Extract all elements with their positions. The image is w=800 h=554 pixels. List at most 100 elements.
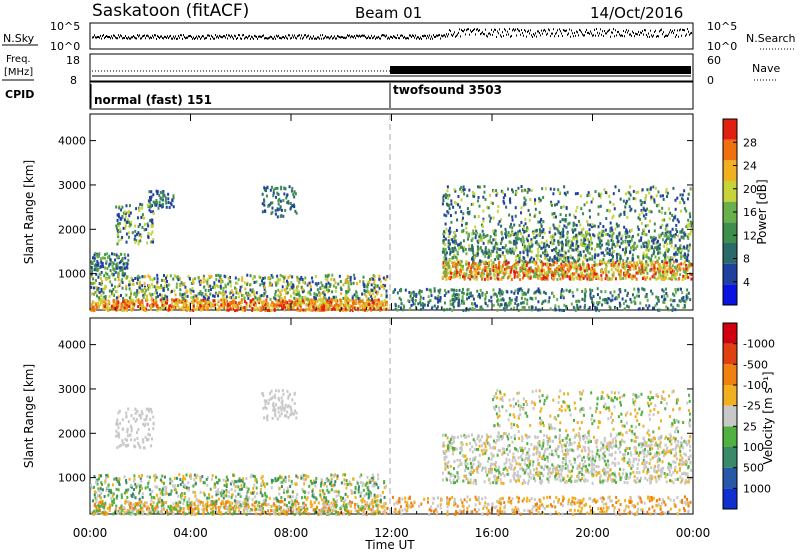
radar-cell bbox=[402, 308, 405, 312]
radar-cell bbox=[576, 245, 579, 249]
nsky-point bbox=[488, 32, 489, 35]
radar-cell bbox=[310, 298, 313, 302]
radar-cell bbox=[456, 250, 459, 254]
radar-cell bbox=[649, 269, 652, 273]
radar-cell bbox=[578, 275, 581, 279]
radar-cell bbox=[471, 245, 474, 249]
nsky-point bbox=[497, 30, 498, 33]
radar-cell bbox=[209, 292, 212, 296]
nsky-point bbox=[151, 36, 152, 39]
radar-cell bbox=[659, 266, 662, 270]
radar-cell bbox=[571, 256, 574, 260]
radar-cell bbox=[460, 245, 463, 249]
radar-cell bbox=[584, 238, 587, 242]
radar-cell bbox=[116, 264, 119, 268]
radar-cell bbox=[600, 239, 603, 243]
nsky-point bbox=[622, 34, 623, 37]
nsky-point bbox=[507, 30, 508, 33]
radar-cell bbox=[93, 292, 96, 296]
radar-cell bbox=[557, 265, 560, 269]
radar-cell bbox=[541, 302, 544, 306]
radar-cell bbox=[230, 289, 233, 293]
nsky-point bbox=[379, 37, 380, 40]
radar-cell bbox=[351, 295, 354, 299]
radar-cell bbox=[282, 304, 285, 308]
radar-cell bbox=[560, 230, 563, 234]
radar-cell bbox=[650, 254, 653, 258]
radar-cell bbox=[151, 230, 154, 234]
radar-cell bbox=[128, 210, 131, 214]
radar-cell bbox=[145, 227, 148, 231]
radar-cell bbox=[90, 285, 93, 289]
radar-cell bbox=[135, 207, 138, 211]
radar-cell bbox=[534, 261, 537, 265]
radar-cell bbox=[663, 234, 666, 238]
radar-cell bbox=[204, 279, 207, 283]
radar-cell bbox=[529, 266, 532, 270]
radar-cell bbox=[669, 257, 672, 261]
nsky-point bbox=[327, 36, 328, 39]
radar-cell bbox=[592, 302, 595, 306]
radar-cell bbox=[458, 288, 461, 292]
radar-cell bbox=[666, 255, 669, 259]
radar-cell bbox=[271, 201, 274, 205]
radar-cell bbox=[496, 252, 499, 256]
nsky-point bbox=[328, 36, 329, 39]
nsky-point bbox=[177, 37, 178, 40]
nsky-point bbox=[163, 37, 164, 40]
radar-cell bbox=[369, 277, 372, 281]
radar-cell bbox=[155, 201, 158, 205]
radar-cell bbox=[380, 293, 383, 297]
radar-cell bbox=[537, 287, 540, 291]
radar-cell bbox=[442, 260, 445, 264]
radar-cell bbox=[315, 305, 318, 309]
radar-cell bbox=[323, 308, 326, 312]
radar-cell bbox=[471, 237, 474, 241]
radar-cell bbox=[510, 268, 513, 272]
radar-cell bbox=[202, 274, 205, 278]
nsky-point bbox=[386, 34, 387, 37]
radar-cell bbox=[99, 272, 102, 276]
radar-cell bbox=[503, 262, 506, 266]
radar-cell bbox=[451, 303, 454, 307]
radar-cell bbox=[150, 304, 153, 308]
radar-cell bbox=[93, 268, 96, 272]
nsky-point bbox=[617, 31, 618, 34]
radar-cell bbox=[411, 299, 414, 303]
radar-cell bbox=[461, 296, 464, 300]
radar-cell bbox=[657, 276, 660, 280]
radar-cell bbox=[345, 291, 348, 295]
radar-cell bbox=[584, 288, 587, 292]
nsky-point bbox=[621, 34, 622, 37]
radar-cell bbox=[664, 266, 667, 270]
radar-cell bbox=[120, 237, 123, 241]
radar-cell bbox=[209, 287, 212, 291]
radar-cell bbox=[130, 292, 133, 296]
radar-cell bbox=[617, 239, 620, 243]
radar-cell bbox=[516, 275, 519, 279]
radar-cell bbox=[602, 258, 605, 262]
nsky-point bbox=[212, 36, 213, 39]
radar-cell bbox=[274, 187, 277, 191]
nsky-point bbox=[687, 28, 688, 31]
radar-cell bbox=[578, 253, 581, 257]
radar-cell bbox=[631, 256, 634, 260]
radar-cell bbox=[317, 298, 320, 302]
nsky-point bbox=[295, 36, 296, 39]
radar-cell bbox=[108, 306, 111, 310]
radar-cell bbox=[137, 225, 140, 229]
radar-cell bbox=[180, 281, 183, 285]
radar-cell bbox=[488, 273, 491, 277]
radar-cell bbox=[97, 263, 100, 267]
nsky-point bbox=[350, 36, 351, 39]
radar-cell bbox=[103, 274, 106, 278]
radar-cell bbox=[344, 296, 347, 300]
radar-cell bbox=[94, 266, 97, 270]
nsky-point bbox=[662, 33, 663, 36]
radar-cell bbox=[126, 301, 129, 305]
radar-cell bbox=[331, 273, 334, 277]
radar-cell bbox=[598, 309, 601, 313]
radar-cell bbox=[149, 203, 152, 207]
radar-cell bbox=[658, 270, 661, 274]
radar-cell bbox=[498, 271, 501, 275]
